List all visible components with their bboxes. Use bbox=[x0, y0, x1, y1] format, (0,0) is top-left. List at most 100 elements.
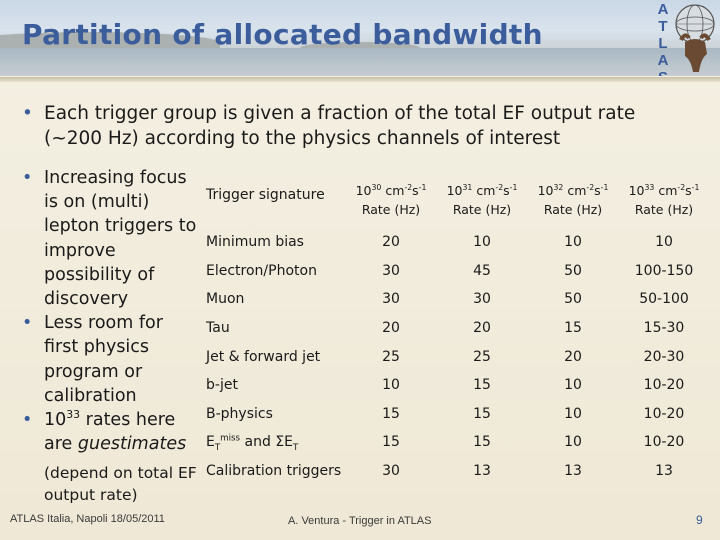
unit-s: s bbox=[594, 183, 601, 198]
column-header-luminosity: 1031 cm-2s-1 Rate (Hz) bbox=[436, 172, 528, 228]
signature-cell: Muon bbox=[206, 291, 245, 308]
et-symbol: E bbox=[206, 434, 215, 451]
rate-cell: 10 bbox=[655, 234, 673, 251]
rate-label: Rate (Hz) bbox=[543, 202, 603, 217]
logo-letter: L bbox=[658, 35, 668, 52]
rate-cell: 10 bbox=[473, 234, 491, 251]
lumi-exp: 30 bbox=[371, 182, 382, 192]
lumi-base: 10 bbox=[628, 183, 645, 198]
left-bullet-list: • Increasing focus is on (multi) lepton … bbox=[22, 166, 200, 506]
rate-cell: 30 bbox=[382, 262, 400, 279]
bullet-text: rates here are bbox=[44, 410, 176, 455]
rate-cell: 50 bbox=[564, 262, 582, 279]
rate-cell: 15 bbox=[382, 405, 400, 422]
logo-letter: S bbox=[655, 69, 671, 76]
lumi-exp: 33 bbox=[644, 182, 655, 192]
table-row: ETmiss and ΣET 15 15 10 10-20 bbox=[202, 428, 710, 457]
rate-cell: 10 bbox=[564, 434, 582, 451]
lumi-exp: 32 bbox=[553, 182, 564, 192]
bullet-text-line2: (~200 Hz) according to the physics chann… bbox=[44, 128, 561, 149]
rate-cell: 30 bbox=[382, 291, 400, 308]
rate-cell: 10 bbox=[564, 377, 582, 394]
rate-label: Rate (Hz) bbox=[452, 202, 512, 217]
unit-cm-exp: -2 bbox=[586, 182, 595, 192]
unit-cm: cm bbox=[472, 183, 496, 198]
bullet-dot: • bbox=[22, 103, 33, 124]
signature-cell: b-jet bbox=[206, 377, 238, 394]
rate-cell: 20-30 bbox=[643, 348, 685, 365]
unit-s-exp: -1 bbox=[418, 182, 427, 192]
lumi-base: 10 bbox=[355, 183, 372, 198]
signature-cell: Tau bbox=[206, 320, 230, 337]
table-row: Minimum bias 20 10 10 10 bbox=[202, 228, 710, 257]
header-divider bbox=[0, 77, 720, 82]
and-text: and bbox=[240, 434, 276, 451]
rate-label: Rate (Hz) bbox=[634, 202, 694, 217]
rate-cell: 20 bbox=[382, 320, 400, 337]
logo-letter: A bbox=[657, 1, 669, 18]
column-header-luminosity: 1032 cm-2s-1 Rate (Hz) bbox=[528, 172, 618, 228]
et-subscript: T bbox=[214, 443, 221, 454]
rate-cell: 15 bbox=[564, 320, 582, 337]
signature-cell: B-physics bbox=[206, 405, 273, 422]
rate-cell: 50 bbox=[564, 291, 582, 308]
unit-s: s bbox=[685, 183, 692, 198]
lumi-base: 10 bbox=[446, 183, 463, 198]
rate-cell: 20 bbox=[382, 234, 400, 251]
signature-cell: Calibration triggers bbox=[206, 463, 342, 480]
unit-s-exp: -1 bbox=[691, 182, 700, 192]
rate-cell: 10 bbox=[382, 377, 400, 394]
rate-cell: 25 bbox=[473, 348, 491, 365]
bullet-dot: • bbox=[22, 410, 33, 431]
column-header-signature: Trigger signature bbox=[206, 187, 325, 203]
bullet-item: • 1033 rates here are guestimates bbox=[22, 408, 200, 456]
column-header-luminosity: 1033 cm-2s-1 Rate (Hz) bbox=[618, 172, 710, 228]
miss-superscript: miss bbox=[220, 433, 241, 444]
unit-s-exp: -1 bbox=[600, 182, 609, 192]
rate-cell: 50-100 bbox=[639, 291, 689, 308]
rate-cell: 20 bbox=[473, 320, 491, 337]
table-row: Calibration triggers 30 13 13 13 bbox=[202, 457, 710, 486]
table-row: Tau 20 20 15 15-30 bbox=[202, 314, 710, 343]
bullet-text-line1: Each trigger group is given a fraction o… bbox=[44, 103, 636, 124]
page-number: 9 bbox=[696, 513, 703, 527]
rate-cell: 13 bbox=[473, 463, 491, 480]
rate-cell: 20 bbox=[564, 348, 582, 365]
bullet-text: Less room for first physics program or c… bbox=[44, 313, 163, 406]
banner-sea bbox=[0, 48, 720, 76]
table-header-row: Trigger signature 1030 cm-2s-1 Rate (Hz) … bbox=[202, 172, 710, 228]
bullet-dot: • bbox=[22, 168, 33, 188]
bullet-subnote: (depend on total EF output rate) bbox=[44, 464, 197, 505]
unit-cm: cm bbox=[381, 183, 405, 198]
rate-cell: 45 bbox=[473, 262, 491, 279]
table-row: B-physics 15 15 10 10-20 bbox=[202, 400, 710, 429]
header-banner: Partition of allocated bandwidth A T L A… bbox=[0, 0, 720, 76]
footer-center: A. Ventura - Trigger in ATLAS bbox=[288, 515, 432, 527]
signature-cell: Electron/Photon bbox=[206, 262, 317, 279]
rate-cell: 25 bbox=[382, 348, 400, 365]
rate-cell: 13 bbox=[655, 463, 673, 480]
unit-cm-exp: -2 bbox=[677, 182, 686, 192]
rate-cell: 30 bbox=[473, 291, 491, 308]
table-row: Electron/Photon 30 45 50 100-150 bbox=[202, 257, 710, 286]
sum-et-symbol: ΣE bbox=[275, 434, 294, 451]
trigger-rate-table: Trigger signature 1030 cm-2s-1 Rate (Hz) … bbox=[202, 172, 710, 485]
rate-cell: 10-20 bbox=[643, 405, 685, 422]
rate-cell: 15 bbox=[473, 434, 491, 451]
signature-cell-etmiss: ETmiss and ΣET bbox=[202, 428, 346, 457]
rate-cell: 10-20 bbox=[643, 434, 685, 451]
rate-cell: 10 bbox=[564, 405, 582, 422]
bullet-text: Increasing focus is on (multi) lepton tr… bbox=[44, 168, 197, 310]
unit-cm: cm bbox=[563, 183, 587, 198]
rate-cell: 100-150 bbox=[634, 262, 694, 279]
column-header-luminosity: 1030 cm-2s-1 Rate (Hz) bbox=[346, 172, 436, 228]
footer-left: ATLAS Italia, Napoli 18/05/2011 bbox=[10, 513, 165, 525]
atlas-titan-icon bbox=[675, 4, 715, 72]
logo-letter: A bbox=[657, 52, 669, 69]
rate-cell: 15-30 bbox=[643, 320, 685, 337]
unit-cm-exp: -2 bbox=[495, 182, 504, 192]
luminosity-base: 10 bbox=[44, 410, 67, 431]
rate-label: Rate (Hz) bbox=[361, 202, 421, 217]
lumi-base: 10 bbox=[537, 183, 554, 198]
slide-title: Partition of allocated bandwidth bbox=[22, 18, 543, 51]
